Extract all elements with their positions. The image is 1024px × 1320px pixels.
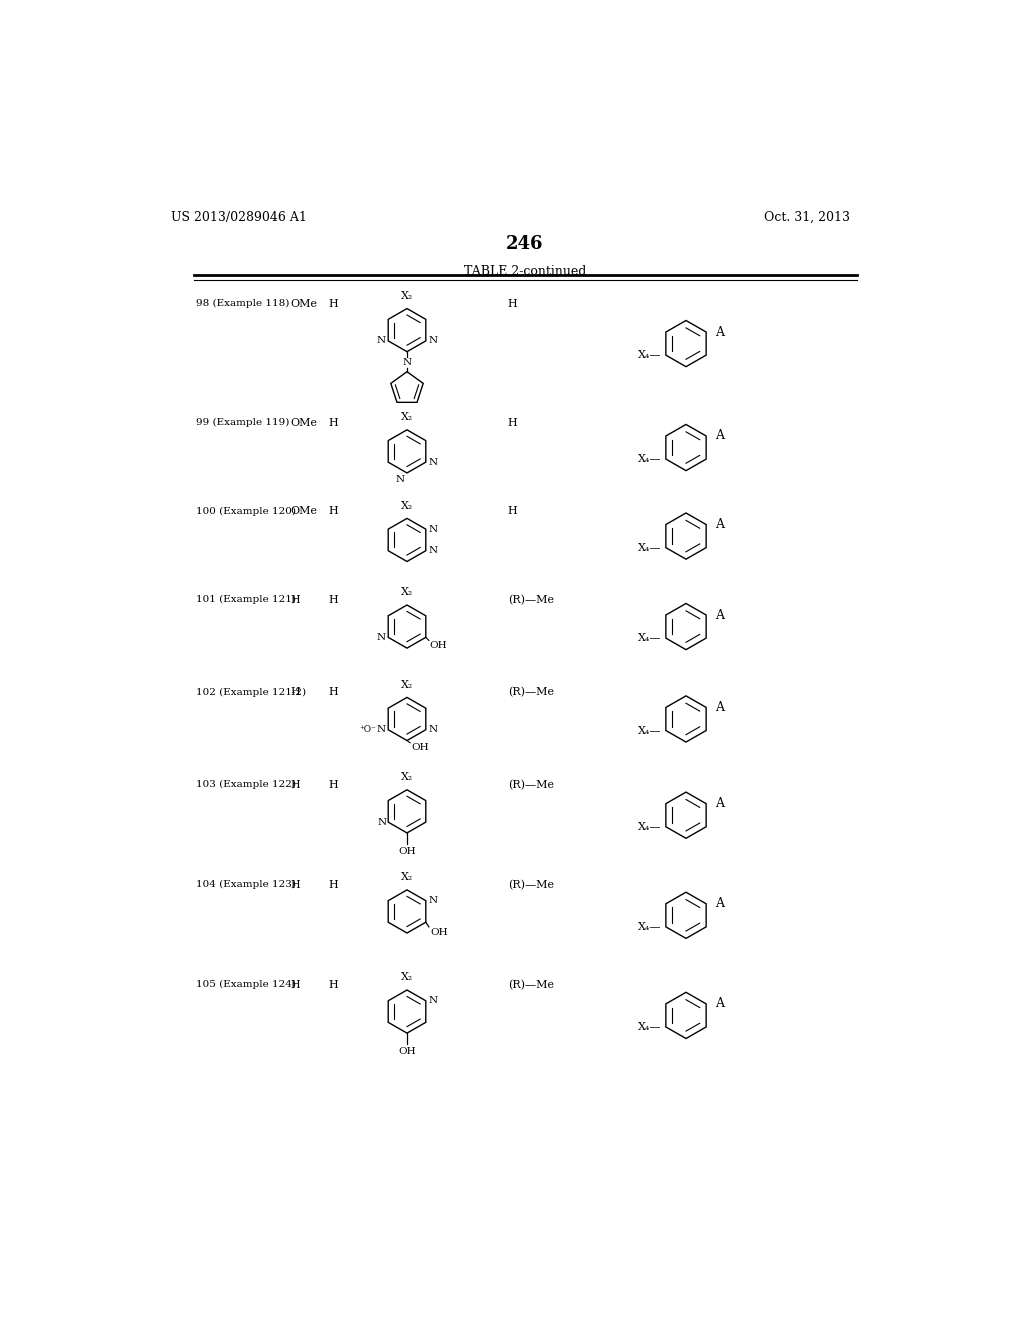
Text: H: H: [291, 595, 300, 605]
Text: X₄—: X₄—: [638, 822, 662, 832]
Text: A: A: [716, 517, 724, 531]
Text: N: N: [378, 817, 387, 826]
Text: OMe: OMe: [291, 507, 317, 516]
Text: OH: OH: [398, 847, 416, 855]
Text: 104 (Example 123): 104 (Example 123): [197, 880, 296, 888]
Text: OH: OH: [398, 1047, 416, 1056]
Text: N: N: [428, 997, 437, 1006]
Text: A: A: [716, 326, 724, 338]
Text: H: H: [328, 595, 338, 605]
Text: 99 (Example 119): 99 (Example 119): [197, 418, 290, 426]
Text: A: A: [716, 998, 724, 1010]
Text: A: A: [716, 898, 724, 911]
Text: N: N: [428, 337, 437, 346]
Text: X₂: X₂: [400, 873, 413, 882]
Text: H: H: [328, 298, 338, 309]
Text: X₄—: X₄—: [638, 454, 662, 465]
Text: X₂: X₂: [400, 412, 413, 422]
Text: X₄—: X₄—: [638, 1022, 662, 1032]
Text: ⁺O⁻: ⁺O⁻: [359, 725, 376, 734]
Text: H: H: [328, 880, 338, 890]
Text: OH: OH: [411, 743, 428, 752]
Text: N: N: [428, 546, 437, 556]
Text: Oct. 31, 2013: Oct. 31, 2013: [764, 211, 850, 224]
Text: X₄—: X₄—: [638, 543, 662, 553]
Text: 105 (Example 124): 105 (Example 124): [197, 979, 296, 989]
Text: X₂: X₂: [400, 772, 413, 781]
Text: A: A: [716, 701, 724, 714]
Text: X₄—: X₄—: [638, 921, 662, 932]
Text: X₄—: X₄—: [638, 634, 662, 643]
Text: X₂: X₂: [400, 680, 413, 689]
Text: H: H: [328, 979, 338, 990]
Text: X₂: X₂: [400, 973, 413, 982]
Text: H: H: [291, 780, 300, 789]
Text: (R)—Me: (R)—Me: [508, 880, 554, 890]
Text: OH: OH: [430, 928, 449, 937]
Text: H: H: [328, 418, 338, 428]
Text: H: H: [508, 418, 517, 428]
Text: N: N: [402, 358, 412, 367]
Text: H: H: [508, 507, 517, 516]
Text: X₄—: X₄—: [638, 350, 662, 360]
Text: X₂: X₂: [400, 587, 413, 598]
Text: N: N: [395, 475, 404, 484]
Text: (R)—Me: (R)—Me: [508, 595, 554, 606]
Text: N: N: [428, 458, 437, 467]
Text: US 2013/0289046 A1: US 2013/0289046 A1: [171, 211, 306, 224]
Text: N: N: [428, 725, 437, 734]
Text: (R)—Me: (R)—Me: [508, 688, 554, 698]
Text: A: A: [716, 797, 724, 810]
Text: H: H: [291, 880, 300, 890]
Text: N: N: [428, 896, 437, 906]
Text: H: H: [328, 507, 338, 516]
Text: H: H: [328, 688, 338, 697]
Text: 102 (Example 121-2): 102 (Example 121-2): [197, 688, 306, 697]
Text: 101 (Example 121): 101 (Example 121): [197, 595, 296, 605]
Text: H: H: [328, 780, 338, 789]
Text: A: A: [716, 609, 724, 622]
Text: TABLE 2-continued: TABLE 2-continued: [464, 264, 586, 277]
Text: 100 (Example 120): 100 (Example 120): [197, 507, 296, 516]
Text: OMe: OMe: [291, 298, 317, 309]
Text: (R)—Me: (R)—Me: [508, 780, 554, 791]
Text: H: H: [291, 979, 300, 990]
Text: X₂: X₂: [400, 500, 413, 511]
Text: N: N: [428, 524, 437, 533]
Text: 98 (Example 118): 98 (Example 118): [197, 298, 290, 308]
Text: 103 (Example 122): 103 (Example 122): [197, 780, 296, 789]
Text: X₂: X₂: [400, 290, 413, 301]
Text: N: N: [377, 337, 386, 346]
Text: X₄—: X₄—: [638, 726, 662, 735]
Text: H: H: [291, 688, 300, 697]
Text: OMe: OMe: [291, 418, 317, 428]
Text: (R)—Me: (R)—Me: [508, 979, 554, 990]
Text: H: H: [508, 298, 517, 309]
Text: OH: OH: [430, 642, 447, 651]
Text: A: A: [716, 429, 724, 442]
Text: N: N: [377, 725, 386, 734]
Text: 246: 246: [506, 235, 544, 253]
Text: N: N: [377, 632, 386, 642]
